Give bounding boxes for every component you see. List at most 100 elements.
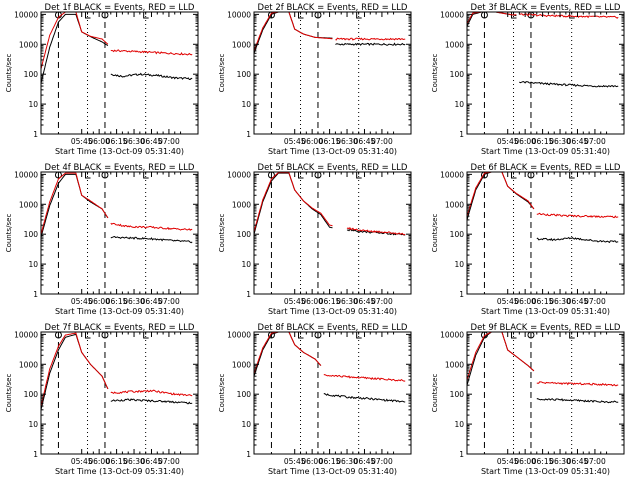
x-tick-label: 06:30: [336, 137, 358, 146]
panel-title: Det 2f BLACK = Events, RED = LLD: [258, 3, 408, 13]
y-tick-label: 100: [450, 390, 465, 399]
panel-title: Det 6f BLACK = Events, RED = LLD: [471, 163, 621, 173]
y-tick-label: 1000: [232, 40, 251, 49]
x-tick-label: 06:30: [123, 297, 145, 306]
plot-frame: [40, 171, 199, 295]
panel-title: Det 3f BLACK = Events, RED = LLD: [471, 3, 621, 13]
x-tick-label: 07:00: [158, 297, 180, 306]
events-series-line: [536, 398, 619, 404]
detector-panel-4: Det 4f BLACK = Events, RED = LLD 1 10 100 10…: [5, 163, 199, 316]
lld-series-line: [41, 332, 109, 407]
x-tick-label: 06:45: [354, 297, 376, 306]
panel-title: Det 8f BLACK = Events, RED = LLD: [258, 323, 408, 333]
x-tick-label: 05:45: [71, 297, 93, 306]
x-tick-label: 06:15: [319, 137, 341, 146]
y-tick-label: 10: [241, 260, 251, 269]
events-series-line: [335, 42, 406, 47]
lld-series-line: [335, 37, 406, 41]
lld-series-line: [536, 212, 619, 219]
x-tick-label: 07:00: [371, 457, 393, 466]
y-tick-label: 1000: [19, 40, 38, 49]
y-tick-label: 1000: [19, 200, 38, 209]
x-tick-label: 06:15: [106, 137, 128, 146]
detector-panel-9: Det 9f BLACK = Events, RED = LLD 1 10 100 10…: [431, 323, 625, 476]
y-tick-label: 1000: [445, 360, 464, 369]
x-tick-label: 06:45: [567, 297, 589, 306]
y-tick-label: 1: [459, 450, 464, 459]
x-tick-label: 06:30: [123, 457, 145, 466]
x-tick-label: 06:00: [88, 297, 110, 306]
x-tick-label: 06:30: [549, 137, 571, 146]
y-tick-label: 10: [454, 420, 464, 429]
x-tick-label: 05:45: [71, 457, 93, 466]
y-tick-label: 1: [459, 290, 464, 299]
x-tick-label: 06:45: [141, 457, 163, 466]
lld-series-line: [254, 172, 333, 232]
events-series-line: [254, 332, 322, 377]
y-axis-title: Counts/sec: [5, 54, 13, 93]
y-tick-label: 10: [241, 420, 251, 429]
x-tick-label: 06:00: [88, 137, 110, 146]
lld-series-line: [254, 12, 333, 52]
lld-series-line: [323, 373, 406, 382]
x-tick-label: 07:00: [158, 457, 180, 466]
lld-series-line: [41, 172, 109, 235]
x-tick-label: 06:00: [514, 457, 536, 466]
y-tick-label: 1: [33, 290, 38, 299]
x-tick-label: 06:30: [336, 457, 358, 466]
y-axis-title: Counts/sec: [431, 214, 439, 253]
y-tick-label: 1000: [445, 40, 464, 49]
panel-title: Det 7f BLACK = Events, RED = LLD: [45, 323, 195, 333]
events-series-line: [110, 72, 193, 80]
y-axis-title: Counts/sec: [218, 374, 226, 413]
y-axis-title: Counts/sec: [218, 214, 226, 253]
plot-frame: [466, 11, 625, 135]
x-tick-label: 06:15: [106, 457, 128, 466]
y-axis-title: Counts/sec: [218, 54, 226, 93]
lld-series-line: [536, 381, 619, 387]
events-series-line: [110, 398, 193, 405]
x-tick-label: 06:30: [549, 457, 571, 466]
x-tick-label: 06:15: [319, 457, 341, 466]
x-tick-label: 06:00: [301, 137, 323, 146]
lld-series-line: [110, 389, 193, 397]
y-tick-label: 10000: [440, 330, 464, 339]
y-tick-label: 1: [459, 130, 464, 139]
y-tick-label: 1: [33, 450, 38, 459]
y-tick-label: 10000: [440, 10, 464, 19]
detector-panel-5: Det 5f BLACK = Events, RED = LLD 1 10 100 10…: [218, 163, 412, 316]
y-tick-label: 10000: [227, 170, 251, 179]
events-series-line: [254, 12, 333, 54]
x-tick-label: 05:45: [71, 137, 93, 146]
events-series-line: [519, 80, 619, 88]
x-axis-title: Start Time (13-Oct-09 05:31:40): [481, 467, 610, 476]
x-tick-label: 06:15: [319, 297, 341, 306]
x-tick-label: 06:30: [336, 297, 358, 306]
x-tick-label: 06:45: [141, 137, 163, 146]
x-tick-label: 07:00: [371, 137, 393, 146]
x-tick-label: 06:15: [106, 297, 128, 306]
plot-frame: [40, 11, 199, 135]
plot-frame: [466, 331, 625, 455]
x-axis-title: Start Time (13-Oct-09 05:31:40): [268, 147, 397, 156]
x-tick-label: 06:15: [532, 457, 554, 466]
events-series-line: [346, 229, 406, 236]
x-tick-label: 06:15: [532, 297, 554, 306]
y-axis-title: Counts/sec: [5, 374, 13, 413]
y-tick-label: 10: [454, 100, 464, 109]
y-tick-label: 100: [450, 70, 465, 79]
x-axis-title: Start Time (13-Oct-09 05:31:40): [55, 467, 184, 476]
y-tick-label: 100: [237, 230, 252, 239]
plot-frame: [40, 331, 199, 455]
detector-panel-1: Det 1f BLACK = Events, RED = LLD 1 10 100 10…: [5, 3, 199, 156]
panel-title: Det 5f BLACK = Events, RED = LLD: [258, 163, 408, 173]
detector-panel-6: Det 6f BLACK = Events, RED = LLD 1 10 100 10…: [431, 163, 625, 316]
x-tick-label: 06:30: [123, 137, 145, 146]
x-tick-label: 06:30: [549, 297, 571, 306]
x-axis-title: Start Time (13-Oct-09 05:31:40): [268, 307, 397, 316]
y-tick-label: 1: [33, 130, 38, 139]
y-tick-label: 10000: [14, 330, 38, 339]
x-axis-title: Start Time (13-Oct-09 05:31:40): [481, 307, 610, 316]
y-tick-label: 10: [454, 260, 464, 269]
